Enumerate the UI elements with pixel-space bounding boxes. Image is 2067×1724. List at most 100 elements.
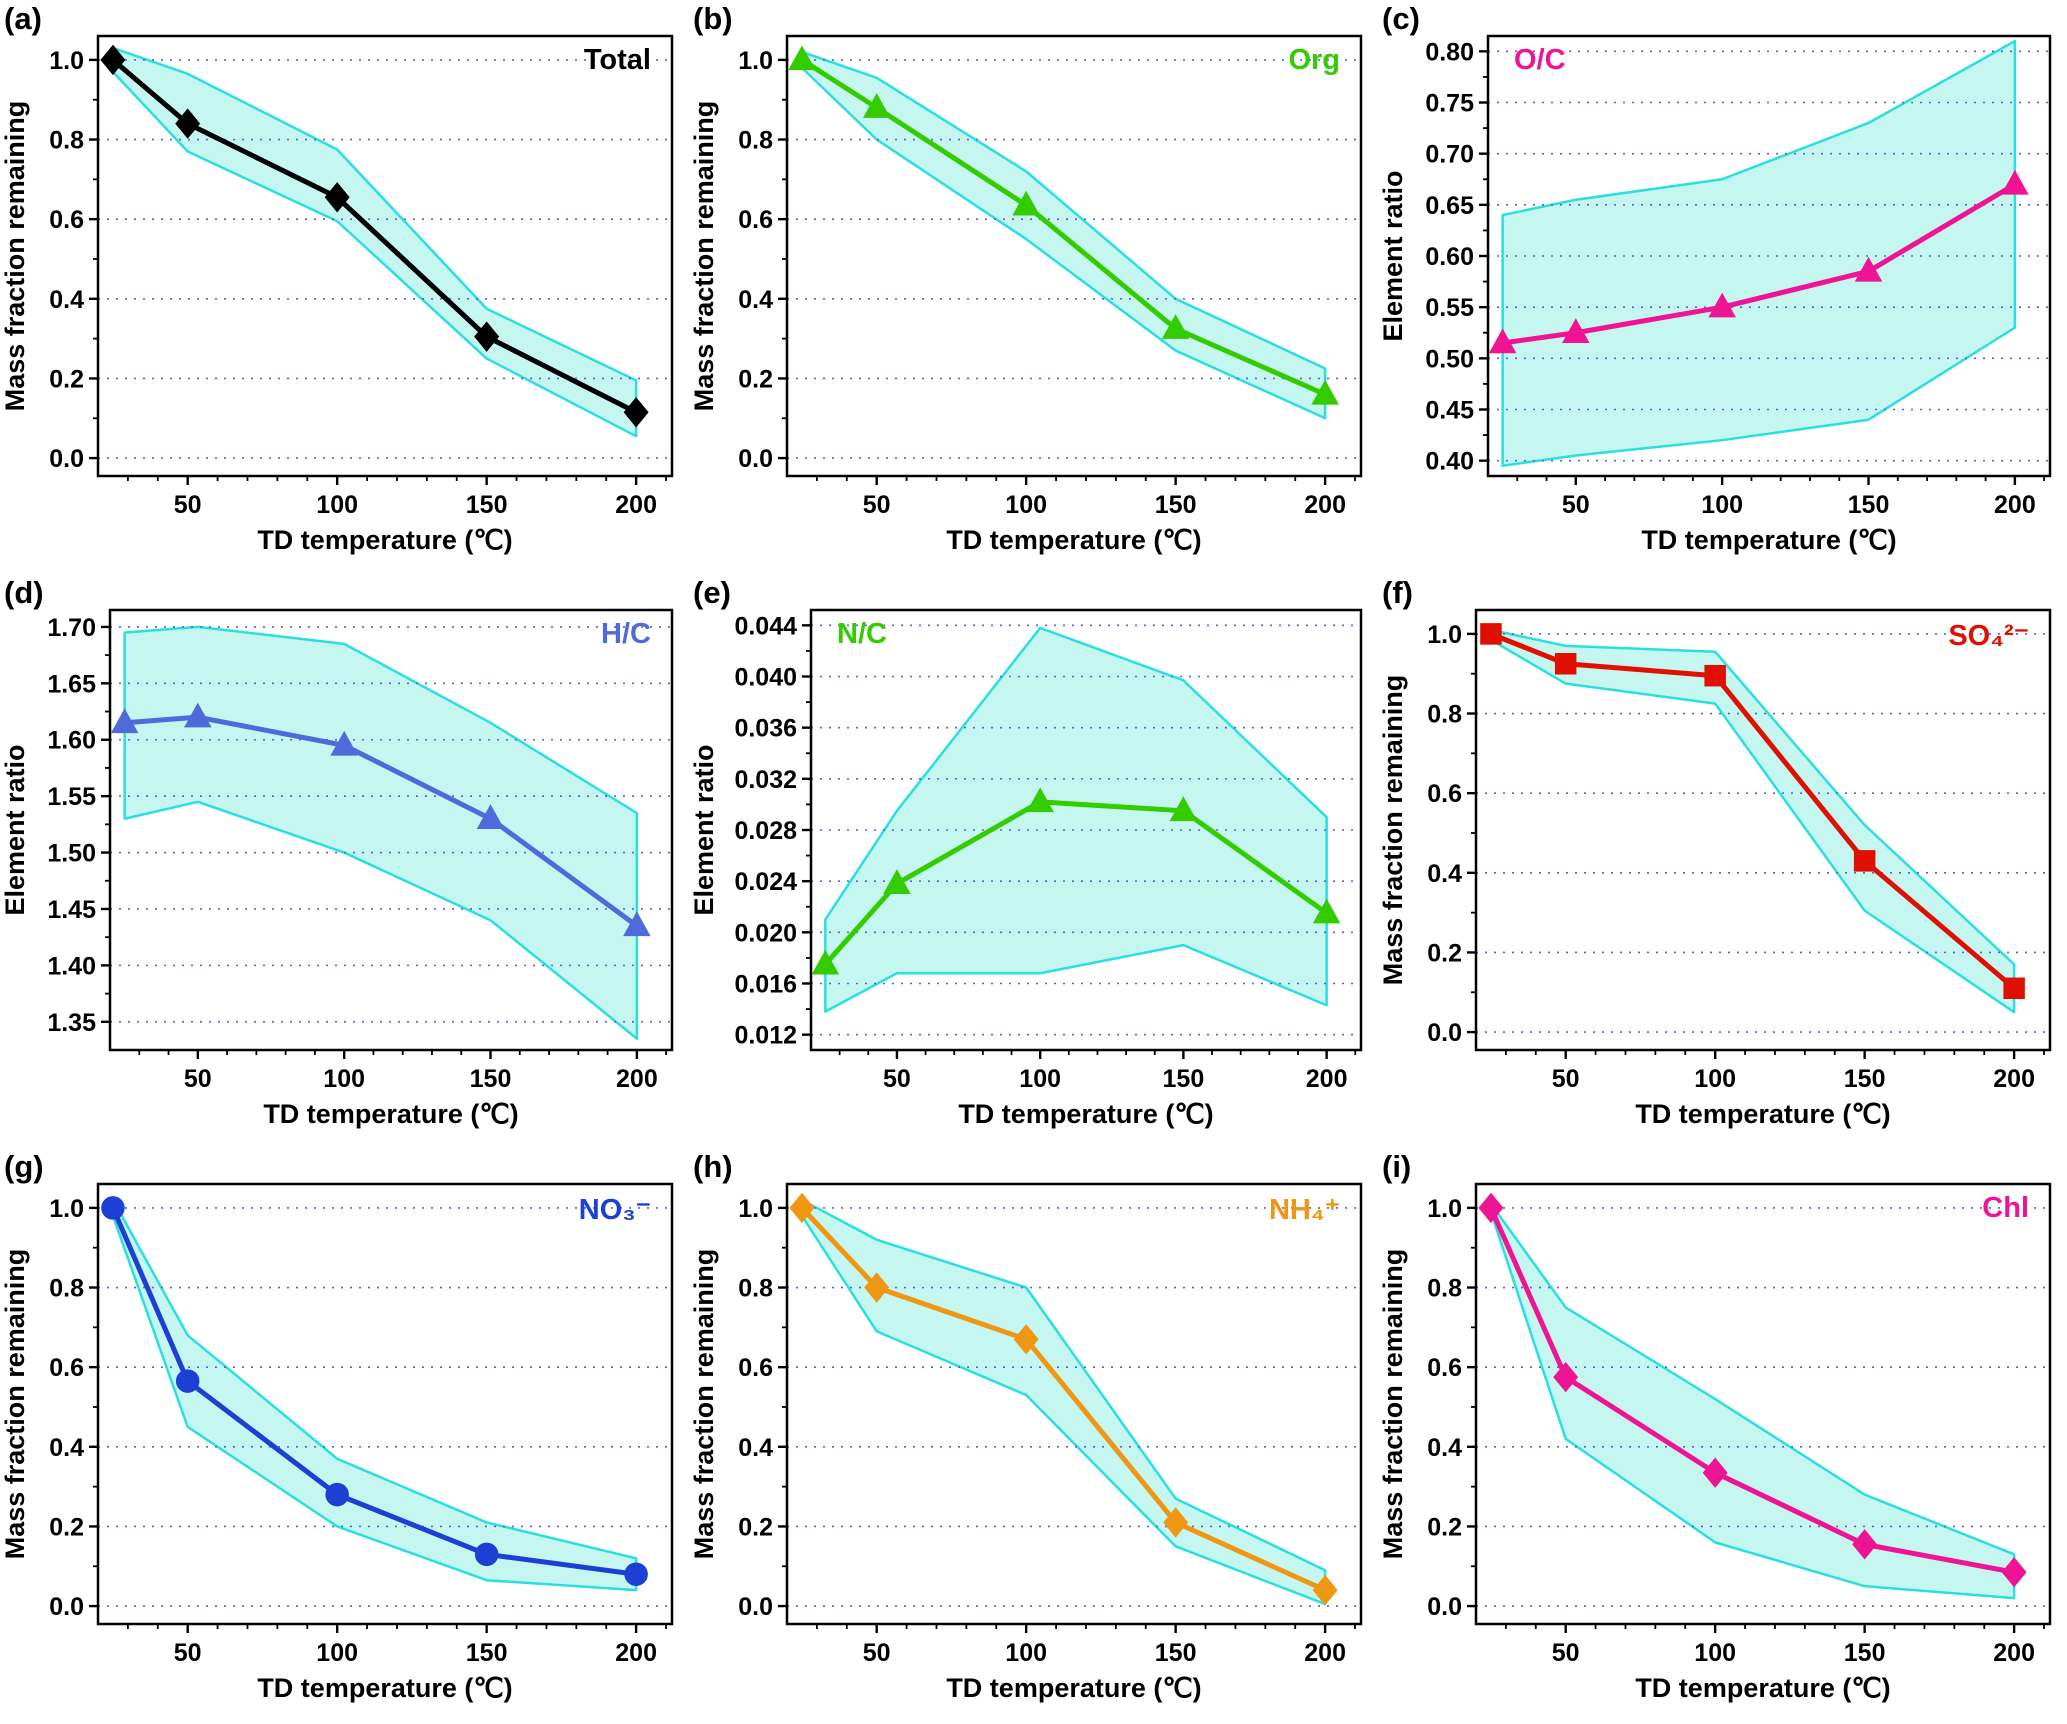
y-axis-label: Element ratio [0,744,30,915]
plot-frame [1474,608,2052,1052]
y-tick-label: 1.0 [49,47,84,75]
x-axis-label: TD temperature (℃) [263,1099,518,1129]
panel-letter-c: (c) [1382,1,1420,36]
triangle-marker [1488,328,1517,354]
y-tick-label: 0.50 [1425,345,1474,373]
plot-frame [96,34,674,478]
y-tick-label: 0.75 [1425,90,1474,118]
y-tick-label: 0.036 [734,715,797,743]
y-axis-label: Mass fraction remaining [1378,1249,1408,1560]
x-tick-label: 200 [616,1065,658,1093]
y-tick-label: 0.6 [49,1354,84,1382]
x-tick-label: 200 [1304,491,1346,519]
x-tick-label: 200 [1993,1639,2035,1667]
chart-e-svg: 50 100 150 200 0.012 0.016 0.020 0.024 0.028 0.03… [689,608,1363,1129]
chart-panel-b: 50 100 150 200 0.0 0.2 0.4 0.6 0.8 1.0 TD temperat… [689,0,1378,574]
y-tick-label: 0.4 [738,286,773,314]
triangle-marker [883,869,911,894]
x-axis-label: TD temperature (℃) [257,525,512,555]
y-tick-label: 0.8 [738,1275,773,1303]
diamond-marker [2001,1557,2027,1588]
x-tick-label: 100 [1005,491,1047,519]
y-tick-label: 1.40 [47,952,96,980]
y-axis-label: Mass fraction remaining [0,101,30,412]
y-tick-label: 0.2 [1427,939,1462,967]
chart-panel-f: 50 100 150 200 0.0 0.2 0.4 0.6 0.8 1.0 TD temperat… [1378,574,2067,1148]
diamond-marker [623,397,649,428]
y-tick-label: 0.4 [1427,1434,1462,1462]
panel-letter-a: (a) [4,1,42,36]
diamond-marker [474,321,500,352]
x-tick-label: 150 [1844,1065,1886,1093]
y-tick-label: 0.40 [1425,448,1474,476]
panel-letter-d: (d) [4,575,44,610]
y-tick-label: 1.65 [47,670,96,698]
triangle-marker [862,93,891,118]
y-tick-label: 0.2 [1427,1513,1462,1541]
circle-marker [175,1369,200,1393]
panel-letter-h: (h) [693,1149,733,1184]
y-tick-label: 0.6 [1427,780,1462,808]
y-tick-label: 1.50 [47,840,96,868]
x-axis-label: TD temperature (℃) [1641,525,1896,555]
y-tick-label: 0.6 [738,1354,773,1382]
x-tick-label: 100 [323,1065,365,1093]
panel-letter-g: (g) [4,1149,44,1184]
square-marker [2003,977,2025,1000]
circle-marker [474,1542,499,1567]
x-tick-label: 100 [1701,491,1743,519]
x-axis-label: TD temperature (℃) [946,525,1201,555]
x-tick-label: 50 [184,1065,212,1093]
y-tick-label: 1.0 [49,1195,84,1223]
y-tick-label: 0.2 [49,365,84,393]
triangle-marker [1562,318,1590,343]
y-tick-label: 0.020 [734,919,797,947]
x-tick-label: 150 [1155,1639,1197,1667]
x-tick-label: 100 [1694,1639,1736,1667]
uncertainty-band [111,1198,638,1592]
y-tick-label: 0.0 [1427,1593,1462,1621]
panel-letter-i: (i) [1382,1149,1412,1184]
x-axis-label: TD temperature (℃) [257,1673,512,1703]
square-marker [1480,623,1502,645]
diamond-marker [1852,1529,1878,1560]
x-tick-label: 150 [466,1639,508,1667]
diamond-marker [1013,1324,1039,1355]
chart-h-svg: 50 100 150 200 0.0 0.2 0.4 0.6 0.8 1.0 TD temperat… [689,1182,1363,1703]
x-axis-label: TD temperature (℃) [946,1673,1201,1703]
plot-frame [785,1182,1363,1626]
y-tick-label: 0.45 [1425,396,1474,424]
x-tick-label: 50 [174,491,202,519]
x-tick-label: 50 [1562,491,1590,519]
legend-sulfate: SO₄²⁻ [1948,620,2029,652]
y-axis-label: Mass fraction remaining [0,1249,30,1560]
triangle-marker [110,708,139,734]
chart-f-svg: 50 100 150 200 0.0 0.2 0.4 0.6 0.8 1.0 TD temperat… [1378,608,2052,1129]
diamond-marker [100,44,126,76]
x-tick-label: 100 [1005,1639,1047,1667]
y-tick-label: 0.2 [49,1513,84,1541]
y-tick-label: 0.2 [738,1513,773,1541]
chart-panel-a: 50 100 150 200 0.0 0.2 0.4 0.6 0.8 1.0 TD temperat… [0,0,689,574]
x-tick-label: 50 [1552,1065,1580,1093]
x-tick-label: 150 [1155,491,1197,519]
triangle-marker [1012,190,1040,216]
triangle-marker [476,804,505,829]
y-tick-label: 0.012 [734,1022,797,1050]
x-axis-label: TD temperature (℃) [1635,1099,1890,1129]
y-tick-label: 0.55 [1425,294,1474,322]
triangle-marker [1854,256,1883,282]
uncertainty-band [1489,628,2016,1014]
y-tick-label: 0.80 [1425,38,1474,66]
x-tick-label: 200 [1306,1065,1348,1093]
x-tick-label: 50 [174,1639,202,1667]
x-axis-label: TD temperature (℃) [1635,1673,1890,1703]
x-tick-label: 100 [1019,1065,1061,1093]
y-tick-label: 1.0 [738,47,773,75]
circle-marker [624,1562,648,1586]
x-tick-label: 50 [863,1639,891,1667]
y-tick-label: 0.4 [49,1434,84,1462]
y-tick-label: 0.2 [738,365,773,393]
panel-letter-f: (f) [1382,575,1413,610]
y-tick-label: 0.6 [738,206,773,234]
